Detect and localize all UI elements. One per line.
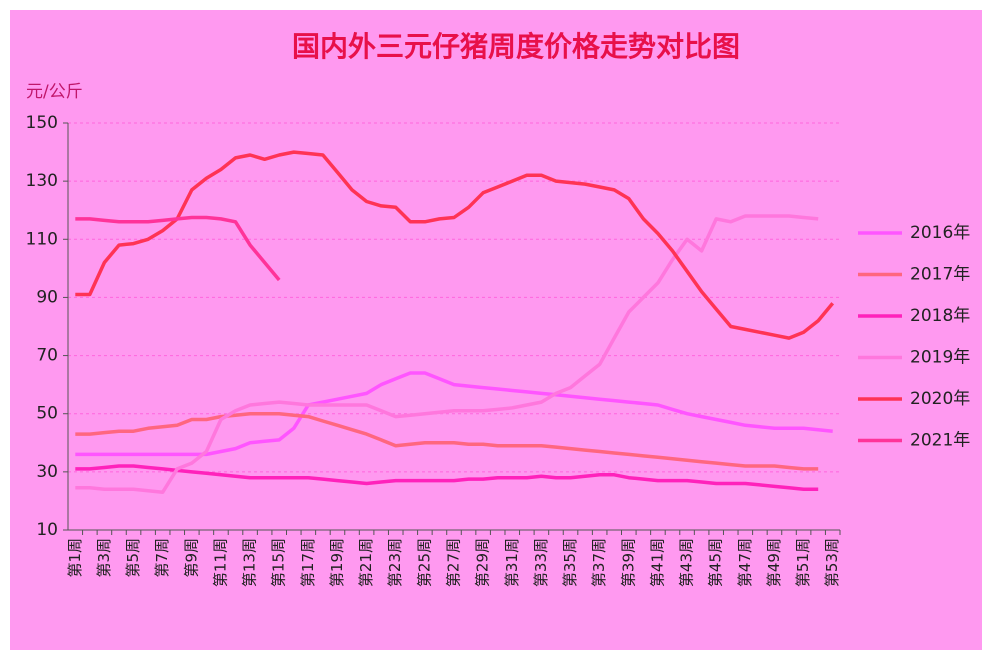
- series-line: [75, 411, 819, 471]
- y-tick-label: 110: [26, 229, 58, 249]
- legend-label: 2021年: [910, 431, 970, 451]
- x-tick-label: 第47周: [736, 538, 754, 587]
- x-tick-label: 第45周: [707, 538, 725, 587]
- legend-label: 2020年: [910, 389, 970, 409]
- x-tick-label: 第1周: [66, 538, 84, 578]
- x-tick-label: 第19周: [328, 538, 346, 587]
- y-tick-label: 50: [36, 404, 58, 424]
- x-tick-label: 第53周: [823, 538, 841, 587]
- x-tick-label: 第41周: [648, 538, 666, 587]
- x-tick-label: 第39周: [619, 538, 637, 587]
- y-tick-label: 30: [36, 462, 58, 482]
- chart-title: 国内外三元仔猪周度价格走势对比图: [292, 30, 740, 63]
- x-tick-label: 第23周: [386, 538, 404, 587]
- x-tick-label: 第37周: [590, 538, 608, 587]
- x-tick-label: 第21周: [357, 538, 375, 587]
- series-line: [75, 215, 281, 282]
- y-tick-label: 130: [26, 171, 58, 191]
- y-tick-label: 150: [26, 113, 58, 133]
- background: [10, 10, 982, 650]
- x-tick-label: 第9周: [182, 538, 200, 578]
- y-tick-label: 10: [36, 520, 58, 540]
- y-tick-label: 90: [36, 287, 58, 307]
- x-tick-label: 第29周: [474, 538, 492, 587]
- series-line: [75, 150, 835, 340]
- y-tick-label: 70: [36, 346, 58, 366]
- x-tick-label: 第5周: [124, 538, 142, 578]
- x-tick-label: 第17周: [299, 538, 317, 587]
- x-tick-label: 第49周: [765, 538, 783, 587]
- x-tick-label: 第35周: [561, 538, 579, 587]
- legend-label: 2019年: [910, 348, 970, 368]
- x-tick-label: 第31周: [503, 538, 521, 587]
- x-tick-label: 第3周: [95, 538, 113, 578]
- legend-label: 2016年: [910, 223, 970, 243]
- y-axis-label: 元/公斤: [26, 82, 83, 102]
- x-tick-label: 第13周: [241, 538, 259, 587]
- x-tick-label: 第15周: [270, 538, 288, 587]
- legend-label: 2017年: [910, 265, 970, 285]
- x-tick-label: 第33周: [532, 538, 550, 587]
- series-line: [75, 214, 819, 494]
- x-tick-label: 第25周: [415, 538, 433, 587]
- x-tick-label: 第51周: [794, 538, 812, 587]
- x-tick-label: 第7周: [153, 538, 171, 578]
- legend-label: 2018年: [910, 306, 970, 326]
- x-tick-label: 第43周: [678, 538, 696, 587]
- x-tick-label: 第27周: [445, 538, 463, 587]
- series-line: [75, 464, 819, 492]
- x-tick-label: 第11周: [211, 538, 229, 587]
